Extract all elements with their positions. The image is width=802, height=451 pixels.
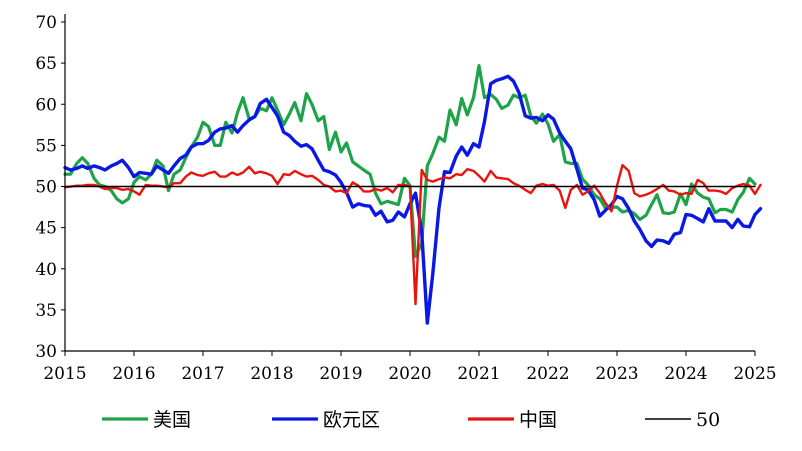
y-tick-label-2: 40 — [35, 260, 57, 280]
x-tick-label-7: 2022 — [526, 364, 569, 384]
x-tick-label-10: 2025 — [733, 364, 776, 384]
y-tick-label-7: 65 — [35, 54, 57, 74]
legend-label-3: 50 — [696, 409, 720, 431]
legend-label-2: 中国 — [519, 409, 557, 431]
x-tick-label-8: 2023 — [595, 364, 638, 384]
x-tick-label-0: 2015 — [43, 364, 86, 384]
x-tick-label-3: 2018 — [250, 364, 293, 384]
axes: 30 35 40 45 50 55 60 65 70 2015 2016 2017 2018 2019 20… — [35, 13, 776, 384]
x-tick-label-9: 2024 — [664, 364, 707, 384]
y-tick-label-3: 45 — [35, 219, 57, 239]
series-line-1 — [63, 74, 763, 325]
x-tick-label-1: 2016 — [112, 364, 155, 384]
legend: 美国 欧元区 中国 50 — [102, 409, 720, 431]
y-tick-label-1: 35 — [35, 301, 57, 321]
plot-lines — [63, 63, 763, 325]
legend-label-0: 美国 — [153, 409, 191, 431]
series-line-2 — [63, 163, 762, 306]
x-tick-label-2: 2017 — [181, 364, 224, 384]
y-tick-label-5: 55 — [35, 136, 57, 156]
x-tick-label-6: 2021 — [457, 364, 500, 384]
y-tick-label-0: 30 — [35, 342, 57, 362]
y-tick-label-6: 60 — [35, 95, 57, 115]
legend-label-1: 欧元区 — [323, 409, 380, 431]
y-tick-label-4: 50 — [35, 178, 57, 198]
y-tick-label-8: 70 — [35, 13, 57, 33]
x-tick-label-5: 2020 — [388, 364, 431, 384]
x-tick-label-4: 2019 — [319, 364, 362, 384]
